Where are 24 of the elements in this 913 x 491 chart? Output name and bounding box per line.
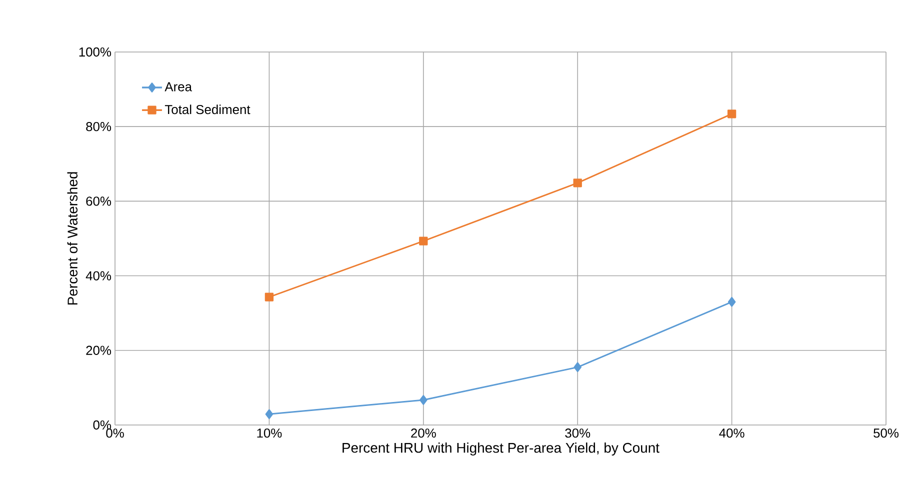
y-axis-title: Percent of Watershed	[67, 172, 78, 305]
y-tick-label: 100%	[79, 47, 112, 57]
legend-label: Total Sediment	[164, 104, 250, 114]
point	[728, 296, 736, 307]
x-tick-label: 20%	[411, 428, 436, 438]
y-tick-label: 20%	[86, 346, 112, 355]
x-axis-title: Percent HRU with Highest Per-area Yield, by Count	[342, 442, 660, 456]
x-tick-label: 50%	[874, 428, 899, 438]
point	[419, 236, 428, 246]
y-tick-label: 80%	[86, 122, 112, 132]
point	[265, 409, 274, 420]
x-tick-label: 0%	[106, 428, 124, 438]
point	[574, 362, 582, 372]
point	[420, 395, 428, 405]
x-tick-label: 10%	[257, 428, 282, 438]
x-tick-label: 40%	[719, 428, 744, 438]
legend-label: Area	[164, 82, 192, 92]
y-tick-label: 0%	[93, 420, 112, 430]
y-tick-label: 60%	[86, 196, 112, 206]
x-tick-label: 30%	[565, 428, 590, 438]
point	[264, 292, 274, 302]
y-tick-label: 40%	[86, 271, 112, 280]
point	[727, 110, 736, 118]
point	[573, 178, 582, 188]
